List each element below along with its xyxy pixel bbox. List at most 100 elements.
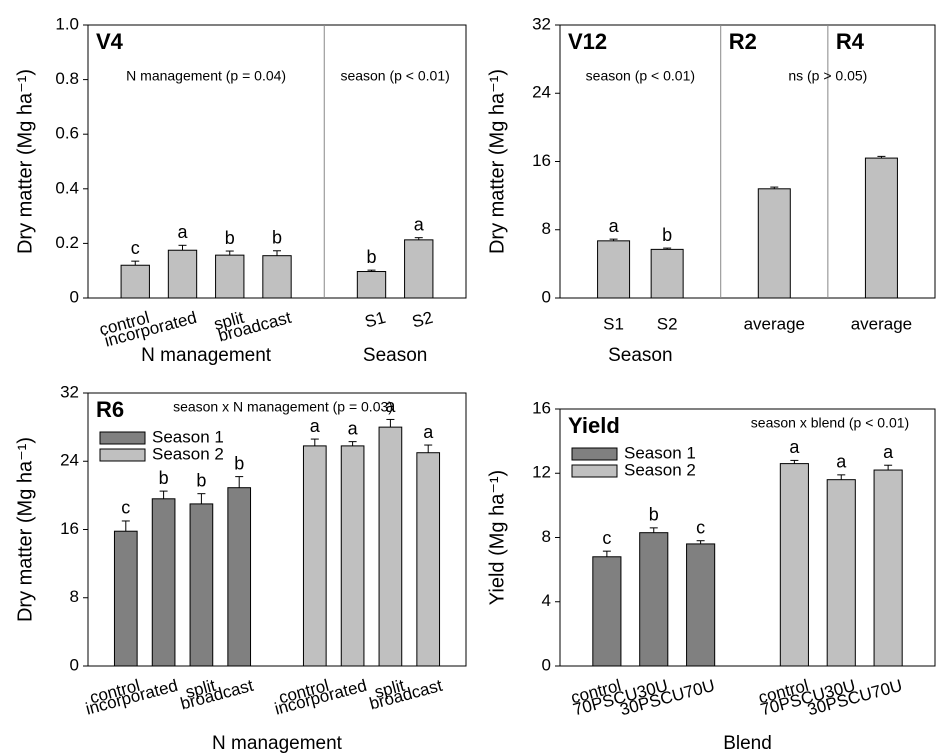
bar bbox=[779, 463, 809, 667]
x-tick-label: S2 bbox=[410, 308, 435, 332]
error-bar bbox=[770, 186, 779, 189]
significance-letter: b bbox=[225, 228, 235, 248]
x-tick-label: S1 bbox=[363, 308, 388, 332]
error-bar bbox=[386, 418, 395, 428]
error-bar bbox=[424, 444, 433, 453]
y-tick-label: 1.0 bbox=[55, 14, 79, 33]
y-tick-label: 24 bbox=[532, 83, 551, 102]
y-tick-label: 0.6 bbox=[55, 124, 79, 143]
significance-letter: a bbox=[385, 396, 396, 416]
bar bbox=[686, 543, 716, 667]
section-label: R4 bbox=[836, 29, 865, 54]
x-tick-label: average bbox=[744, 314, 805, 333]
section-label: V4 bbox=[96, 29, 124, 54]
legend-swatch bbox=[99, 431, 146, 445]
bar bbox=[227, 487, 252, 667]
error-bar bbox=[178, 244, 187, 251]
significance-letter: a bbox=[310, 416, 321, 436]
error-bar bbox=[367, 269, 376, 272]
error-bar bbox=[225, 250, 234, 256]
legend-label: Season 1 bbox=[624, 443, 696, 462]
legend-swatch bbox=[571, 447, 618, 461]
error-bar bbox=[602, 550, 611, 557]
significance-letter: c bbox=[121, 498, 130, 518]
y-tick-label: 0.2 bbox=[55, 233, 79, 252]
legend-swatch bbox=[571, 464, 618, 478]
error-bar bbox=[649, 527, 658, 533]
annotation: ns (p > 0.05) bbox=[788, 68, 867, 84]
bar bbox=[597, 240, 631, 299]
y-tick-label: 24 bbox=[60, 451, 79, 470]
y-tick-label: 8 bbox=[542, 527, 551, 546]
bar bbox=[340, 445, 365, 667]
annotation: season x N management (p = 0.03) bbox=[173, 399, 393, 415]
significance-letter: a bbox=[414, 214, 425, 234]
error-bar bbox=[609, 238, 618, 241]
y-tick-label: 4 bbox=[542, 591, 551, 610]
x-tick-label: 30PSCU70U bbox=[618, 676, 717, 720]
significance-letter: b bbox=[234, 453, 244, 473]
significance-letter: a bbox=[348, 418, 359, 438]
bar bbox=[592, 556, 622, 667]
significance-letter: a bbox=[609, 216, 620, 236]
annotation: season x blend (p < 0.01) bbox=[751, 415, 909, 431]
x-axis-label: N management bbox=[141, 345, 272, 366]
x-tick-label: S1 bbox=[603, 314, 624, 333]
bar bbox=[404, 239, 434, 299]
bar bbox=[757, 188, 791, 299]
legend-label: Season 1 bbox=[152, 427, 224, 446]
error-bar bbox=[790, 459, 799, 464]
y-tick-label: 16 bbox=[532, 398, 551, 417]
bar bbox=[650, 248, 684, 299]
y-tick-label: 0 bbox=[70, 655, 79, 674]
error-bar bbox=[235, 476, 244, 488]
panel-label: R6 bbox=[96, 397, 124, 422]
annotation: season (p < 0.01) bbox=[340, 68, 449, 84]
x-axis-label: Blend bbox=[723, 733, 772, 754]
bar bbox=[356, 271, 387, 299]
error-bar bbox=[696, 540, 705, 544]
bar bbox=[826, 479, 856, 667]
significance-letter: a bbox=[789, 437, 800, 457]
bar bbox=[262, 255, 292, 299]
bar bbox=[215, 254, 245, 299]
significance-letter: a bbox=[883, 442, 894, 462]
bar bbox=[416, 452, 441, 667]
bar bbox=[378, 426, 403, 667]
y-tick-label: 0 bbox=[70, 287, 79, 306]
x-axis-label: Season bbox=[608, 345, 672, 366]
x-tick-label: 30PSCU70U bbox=[805, 676, 904, 720]
y-axis-label: Dry matter (Mg ha⁻¹) bbox=[486, 69, 508, 254]
x-axis-label: N management bbox=[212, 733, 343, 754]
y-axis-label: Dry matter (Mg ha⁻¹) bbox=[14, 69, 36, 254]
y-tick-label: 16 bbox=[532, 151, 551, 170]
panel-label: Yield bbox=[568, 413, 620, 438]
error-bar bbox=[121, 520, 130, 532]
y-tick-label: 32 bbox=[60, 382, 79, 401]
bar bbox=[864, 157, 898, 299]
bar bbox=[167, 249, 198, 299]
error-bar bbox=[310, 438, 319, 446]
annotation: N management (p = 0.04) bbox=[126, 68, 286, 84]
section-label: V12 bbox=[568, 29, 607, 54]
significance-letter: a bbox=[836, 452, 847, 472]
bar bbox=[302, 445, 327, 667]
legend-label: Season 2 bbox=[152, 444, 224, 463]
y-axis-label: Dry matter (Mg ha⁻¹) bbox=[14, 437, 36, 622]
error-bar bbox=[273, 250, 281, 256]
significance-letter: b bbox=[196, 470, 206, 490]
section-label: R2 bbox=[729, 29, 757, 54]
significance-letter: c bbox=[602, 528, 611, 548]
significance-letter: b bbox=[649, 505, 659, 525]
error-bar bbox=[884, 464, 893, 471]
bar bbox=[113, 530, 138, 667]
y-tick-label: 0 bbox=[542, 287, 551, 306]
y-tick-label: 0.4 bbox=[55, 178, 79, 197]
x-tick-label: S2 bbox=[657, 314, 678, 333]
significance-letter: b bbox=[366, 247, 376, 267]
error-bar bbox=[159, 490, 168, 499]
significance-letter: b bbox=[662, 225, 672, 245]
y-tick-label: 0 bbox=[542, 655, 551, 674]
error-bar bbox=[348, 441, 357, 446]
error-bar bbox=[197, 493, 206, 504]
